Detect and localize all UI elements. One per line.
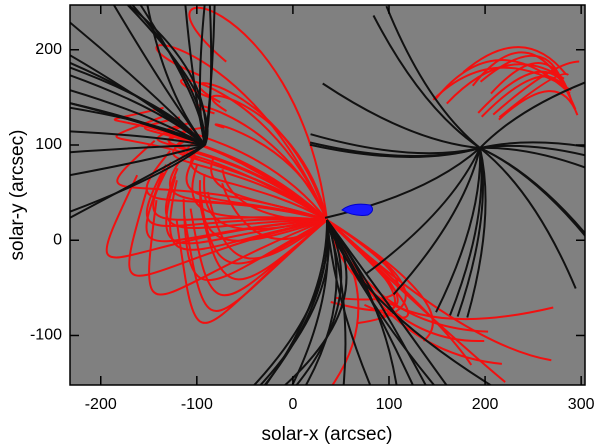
red-line [188, 6, 328, 221]
black-line [127, 5, 209, 146]
red-line [164, 167, 328, 230]
red-line [182, 198, 328, 282]
red-line [471, 51, 577, 110]
x-axis-label: solar-x (arcsec) [262, 424, 393, 445]
black-line [264, 219, 329, 385]
red-line [214, 123, 328, 221]
black-line [70, 144, 206, 219]
black-line [70, 66, 206, 146]
y-tick-label: 100 [35, 136, 62, 153]
x-tick-label: 100 [376, 396, 403, 413]
y-tick-label: -100 [30, 327, 62, 344]
black-line [326, 219, 448, 385]
black-line [479, 146, 585, 169]
red-line [198, 82, 328, 221]
plot-frame [69, 4, 586, 386]
black-line [70, 130, 206, 146]
red-line [148, 200, 328, 296]
black-line [385, 5, 481, 149]
black-line [479, 147, 577, 289]
red-line [199, 192, 328, 265]
black-line [479, 144, 585, 157]
red-line [206, 191, 328, 260]
red-line [175, 219, 328, 324]
black-line [310, 133, 481, 155]
black-line [70, 74, 206, 146]
red-line [191, 164, 328, 221]
black-line [322, 82, 481, 149]
black-line [435, 147, 482, 313]
red-line [498, 73, 570, 119]
y-tick-label: 0 [53, 231, 62, 248]
black-line [392, 147, 481, 296]
red-line [174, 133, 328, 221]
black-line [372, 15, 481, 149]
red-line [462, 46, 567, 75]
black-line [456, 147, 484, 317]
red-line [221, 182, 328, 241]
black-line [70, 89, 206, 146]
black-line [479, 147, 585, 238]
field-lines [70, 5, 585, 385]
red-line [155, 44, 328, 221]
y-axis-label: solar-y (arcsec) [7, 130, 28, 261]
blue-contour [341, 203, 374, 216]
x-tick-label: 300 [568, 396, 595, 413]
red-line [163, 121, 328, 221]
black-line [479, 141, 585, 149]
black-line [70, 144, 206, 177]
red-line [116, 140, 328, 221]
red-line [128, 187, 328, 277]
red-line [211, 94, 328, 221]
red-line [168, 153, 328, 221]
black-line [466, 147, 487, 318]
black-line [70, 144, 206, 154]
black-line [198, 5, 206, 146]
x-tick-label: 0 [288, 396, 297, 413]
x-tick-label: -100 [181, 396, 213, 413]
x-tick-label: -200 [85, 396, 117, 413]
black-line [365, 147, 481, 275]
black-line [70, 144, 206, 213]
red-line [105, 174, 328, 259]
red-line [481, 75, 565, 118]
black-line [479, 81, 585, 149]
black-line [326, 219, 372, 385]
red-line [492, 60, 580, 116]
x-tick-label: 200 [472, 396, 499, 413]
black-line [113, 5, 206, 146]
y-tick-label: 200 [35, 41, 62, 58]
black-line [326, 219, 493, 385]
black-line [139, 5, 206, 146]
